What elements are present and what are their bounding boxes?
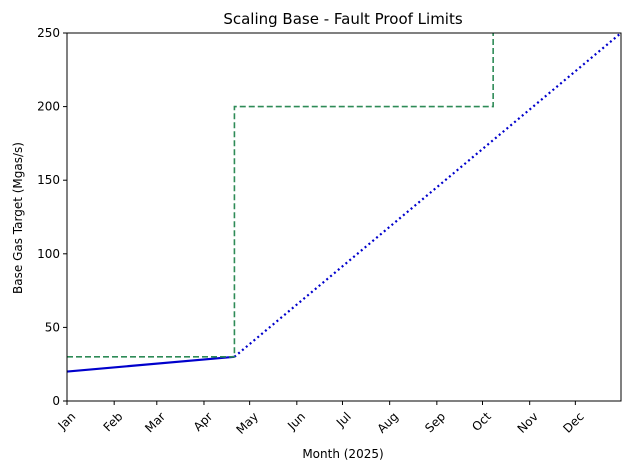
series-line-solid	[67, 355, 235, 373]
y-tick-label: 150	[37, 173, 60, 187]
series-line-dashed-step	[67, 33, 494, 358]
x-axis-label: Month (2025)	[302, 447, 383, 461]
series-line-dotted	[233, 33, 621, 358]
y-axis-label: Base Gas Target (Mgas/s)	[11, 142, 25, 294]
y-tick-label: 0	[52, 394, 60, 408]
series-layer	[67, 33, 621, 373]
y-tick-label: 50	[45, 320, 60, 334]
plot-frame	[66, 32, 622, 402]
chart-title: Scaling Base - Fault Proof Limits	[223, 10, 463, 28]
y-tick-label: 200	[37, 100, 60, 114]
y-tick-label: 250	[37, 26, 60, 40]
y-tick-label: 100	[37, 247, 60, 261]
